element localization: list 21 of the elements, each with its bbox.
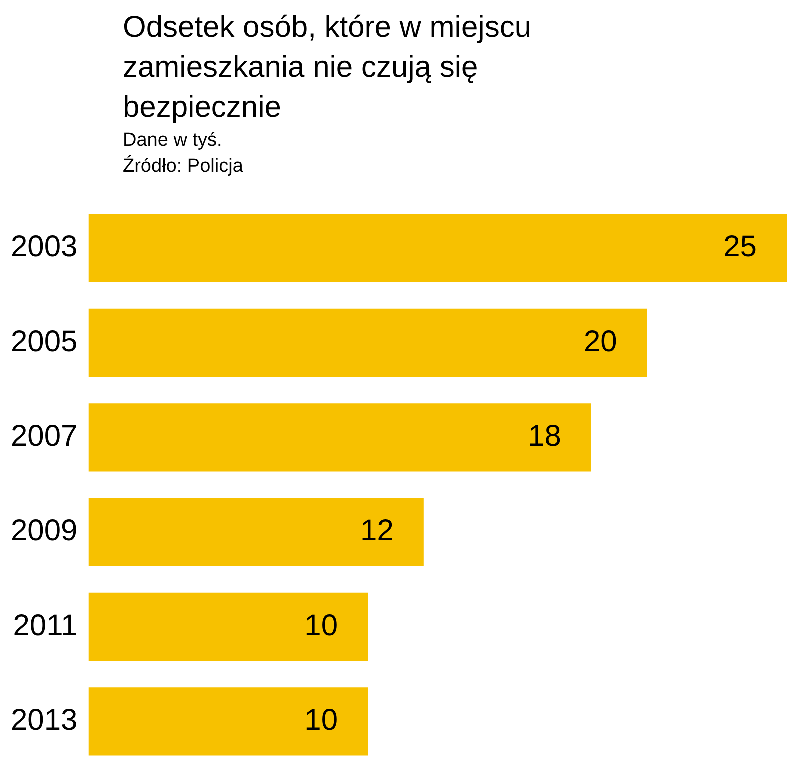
- bar: [88, 404, 592, 472]
- y-tick-label: 2009: [10, 514, 78, 548]
- chart-subtitle: Dane w tyś.: [123, 129, 224, 153]
- bar: [88, 592, 368, 662]
- y-tick-label: 2011: [13, 609, 78, 642]
- y-tick-label: 2003: [10, 230, 78, 264]
- data-label: 12: [360, 514, 394, 548]
- bar: [88, 498, 424, 566]
- data-label: 20: [584, 325, 618, 358]
- y-tick-label: 2007: [10, 420, 78, 453]
- data-label: 10: [304, 609, 338, 642]
- chart-title: Odsetek osób, które w miejscu zamieszkania nie czują się bezpiecznie: [123, 10, 533, 126]
- text: Źródło: Policja: [123, 154, 244, 179]
- y-tick-label: 2005: [10, 325, 78, 358]
- data-label: 18: [528, 420, 562, 453]
- bar: [88, 688, 368, 756]
- bar: [88, 214, 787, 282]
- y-tick-label: 2013: [10, 704, 78, 737]
- bar: [88, 308, 648, 378]
- data-label: 25: [724, 230, 757, 264]
- data-label: 10: [304, 704, 338, 737]
